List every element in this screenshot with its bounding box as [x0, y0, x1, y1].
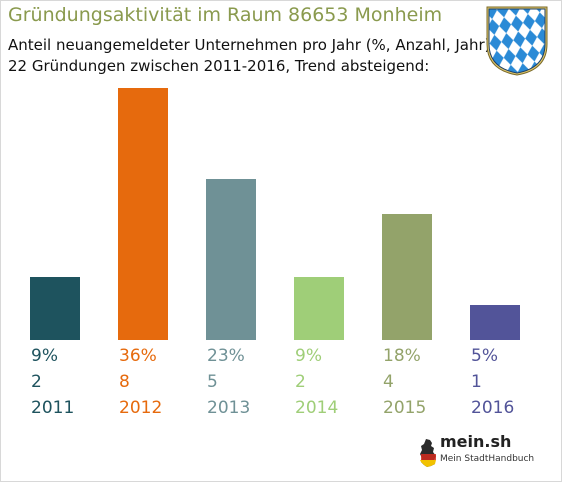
- brand-logo: mein.sh Mein StadtHandbuch: [418, 432, 534, 472]
- percent-label-2016: 5%: [471, 346, 498, 366]
- year-label-2014: 2014: [295, 398, 339, 418]
- count-label-2013: 5: [207, 372, 218, 392]
- bar-2016: [470, 305, 520, 340]
- chart-title: Gründungsaktivität im Raum 86653 Monheim: [8, 4, 443, 26]
- year-label-2016: 2016: [471, 398, 515, 418]
- bar-2012: [118, 88, 168, 340]
- count-label-2015: 4: [383, 372, 394, 392]
- chart-subtitle-line-1: Anteil neuangemeldeter Unternehmen pro J…: [8, 36, 491, 54]
- brand-name: mein.sh: [440, 432, 512, 451]
- bavaria-crest-icon: [486, 6, 548, 76]
- year-label-2012: 2012: [119, 398, 163, 418]
- brand-tagline: Mein StadtHandbuch: [440, 454, 535, 464]
- count-label-2012: 8: [119, 372, 130, 392]
- year-label-2013: 2013: [207, 398, 251, 418]
- percent-label-2014: 9%: [295, 346, 322, 366]
- bar-2013: [206, 179, 256, 340]
- count-label-2016: 1: [471, 372, 482, 392]
- bar-2011: [30, 277, 80, 340]
- year-label-2011: 2011: [31, 398, 75, 418]
- percent-label-2015: 18%: [383, 346, 421, 366]
- percent-label-2012: 36%: [119, 346, 157, 366]
- count-label-2014: 2: [295, 372, 306, 392]
- percent-label-2013: 23%: [207, 346, 245, 366]
- bar-2014: [294, 277, 344, 340]
- chart-subtitle-line-2: 22 Gründungen zwischen 2011-2016, Trend …: [8, 57, 430, 75]
- percent-label-2011: 9%: [31, 346, 58, 366]
- year-label-2015: 2015: [383, 398, 427, 418]
- count-label-2011: 2: [31, 372, 42, 392]
- bar-2015: [382, 214, 432, 340]
- germany-map-icon: [420, 439, 436, 467]
